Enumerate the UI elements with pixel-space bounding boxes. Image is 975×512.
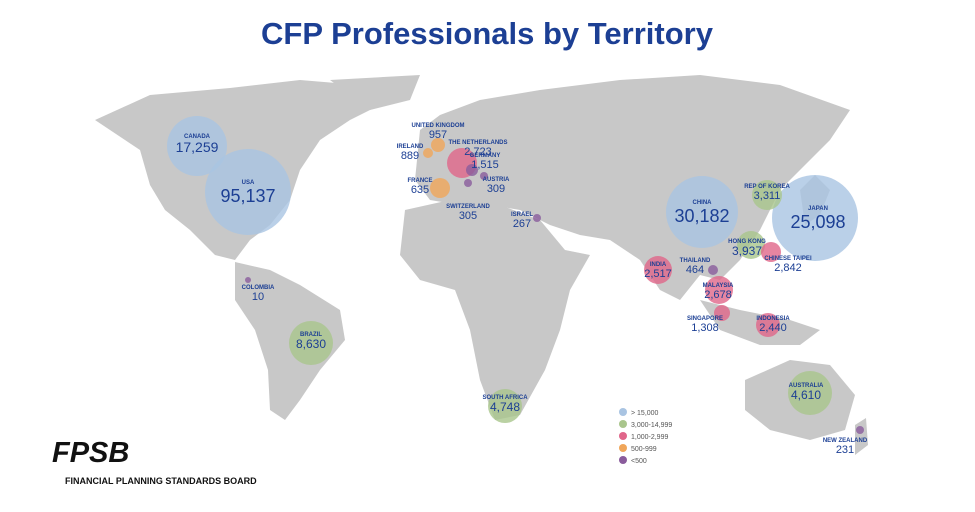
legend-label: 3,000-14,999 bbox=[631, 422, 672, 429]
territory-bubble bbox=[245, 277, 251, 283]
legend-label: 1,000-2,999 bbox=[631, 434, 668, 441]
territory-bubble bbox=[705, 276, 733, 304]
territory-name: COLOMBIA bbox=[242, 285, 275, 291]
legend-swatch bbox=[619, 432, 627, 440]
territory-name: REP OF KOREA bbox=[744, 184, 790, 190]
territory-name: CANADA bbox=[184, 134, 211, 140]
territory-bubble bbox=[666, 176, 738, 248]
territory-name: IRELAND bbox=[397, 144, 424, 150]
territory-bubble bbox=[856, 426, 864, 434]
territory-value: 95,137 bbox=[220, 186, 275, 206]
legend-label: <500 bbox=[631, 458, 647, 465]
territory-bubble bbox=[466, 164, 478, 176]
territory-name: SOUTH AFRICA bbox=[482, 395, 528, 401]
legend-label: > 15,000 bbox=[631, 410, 659, 417]
territory-bubble bbox=[480, 172, 488, 180]
territory-value: 2,842 bbox=[774, 262, 802, 274]
territory-value: 3,311 bbox=[754, 190, 781, 202]
territory-bubble bbox=[708, 265, 718, 275]
territory-name: SWITZERLAND bbox=[446, 204, 490, 210]
territory-bubble bbox=[205, 149, 291, 235]
territory-name: THAILAND bbox=[680, 258, 711, 264]
territory-value: 17,259 bbox=[176, 139, 219, 155]
territory-bubble bbox=[289, 321, 333, 365]
territory-name: CHINA bbox=[693, 200, 713, 206]
territory-name: AUSTRIA bbox=[483, 177, 510, 183]
territory-name: CHINESE TAIPEI bbox=[764, 256, 812, 262]
territory-name: THE NETHERLANDS bbox=[448, 140, 507, 146]
territory-bubble bbox=[430, 178, 450, 198]
legend-label: 500-999 bbox=[631, 446, 657, 453]
territory-name: NEW ZEALAND bbox=[823, 438, 868, 444]
logo-mark: FPSB bbox=[52, 437, 129, 469]
territory-value: 1,515 bbox=[471, 159, 499, 171]
territory-bubble bbox=[488, 389, 522, 423]
territory-bubble bbox=[752, 180, 782, 210]
logo-name: FINANCIAL PLANNING STANDARDS BOARD bbox=[65, 476, 257, 486]
legend-swatch bbox=[619, 456, 627, 464]
territory-value: 8,630 bbox=[296, 337, 326, 351]
territory-name: AUSTRALIA bbox=[789, 383, 824, 389]
territory-name: UNITED KINGDOM bbox=[412, 123, 465, 129]
territory-name: SINGAPORE bbox=[687, 316, 723, 322]
territory-value: 25,098 bbox=[790, 212, 845, 232]
territory-bubble bbox=[714, 305, 730, 321]
territory-bubble bbox=[431, 138, 445, 152]
legend-swatch bbox=[619, 408, 627, 416]
territory-value: 30,182 bbox=[674, 206, 729, 226]
territory-bubble bbox=[644, 256, 672, 284]
territory-name: INDIA bbox=[650, 262, 667, 268]
territory-bubble bbox=[464, 179, 472, 187]
territory-value: 3,937 bbox=[732, 244, 762, 258]
territory-value: 957 bbox=[429, 129, 447, 141]
territory-value: 2,678 bbox=[704, 289, 732, 301]
legend-swatch bbox=[619, 420, 627, 428]
territory-value: 889 bbox=[401, 150, 419, 162]
territory-name: GERMANY bbox=[470, 153, 501, 159]
legend-swatch bbox=[619, 444, 627, 452]
territory-bubble bbox=[756, 313, 780, 337]
territory-bubble bbox=[533, 214, 541, 222]
territory-name: USA bbox=[242, 180, 255, 186]
territory-value: 267 bbox=[513, 218, 531, 230]
territory-value: 1,308 bbox=[691, 322, 719, 334]
territory-value: 4,610 bbox=[791, 388, 821, 402]
territory-bubble bbox=[788, 371, 832, 415]
title: CFP Professionals by Territory bbox=[261, 16, 714, 51]
territory-name: BRAZIL bbox=[300, 332, 322, 338]
territory-value: 635 bbox=[411, 184, 429, 196]
territory-bubble bbox=[167, 116, 227, 176]
territory-value: 2,723 bbox=[464, 146, 492, 158]
territory-bubble bbox=[761, 242, 781, 262]
territory-bubble bbox=[423, 148, 433, 158]
territory-value: 309 bbox=[487, 183, 505, 195]
territory-name: ISRAEL bbox=[511, 212, 533, 218]
territory-value: 10 bbox=[252, 291, 264, 303]
territory-value: 4,748 bbox=[490, 400, 520, 414]
territory-bubble bbox=[737, 231, 765, 259]
territory-value: 2,440 bbox=[759, 322, 787, 334]
territory-value: 464 bbox=[686, 264, 704, 276]
territory-bubble bbox=[772, 175, 858, 261]
territory-value: 305 bbox=[459, 210, 477, 222]
territory-value: 231 bbox=[836, 444, 854, 456]
territory-name: MALAYSIA bbox=[703, 283, 734, 289]
territory-name: INDONESIA bbox=[756, 316, 790, 322]
territory-name: HONG KONG bbox=[728, 239, 766, 245]
territory-name: FRANCE bbox=[408, 178, 433, 184]
territory-name: JAPAN bbox=[808, 206, 828, 212]
territory-value: 2,517 bbox=[644, 268, 672, 280]
